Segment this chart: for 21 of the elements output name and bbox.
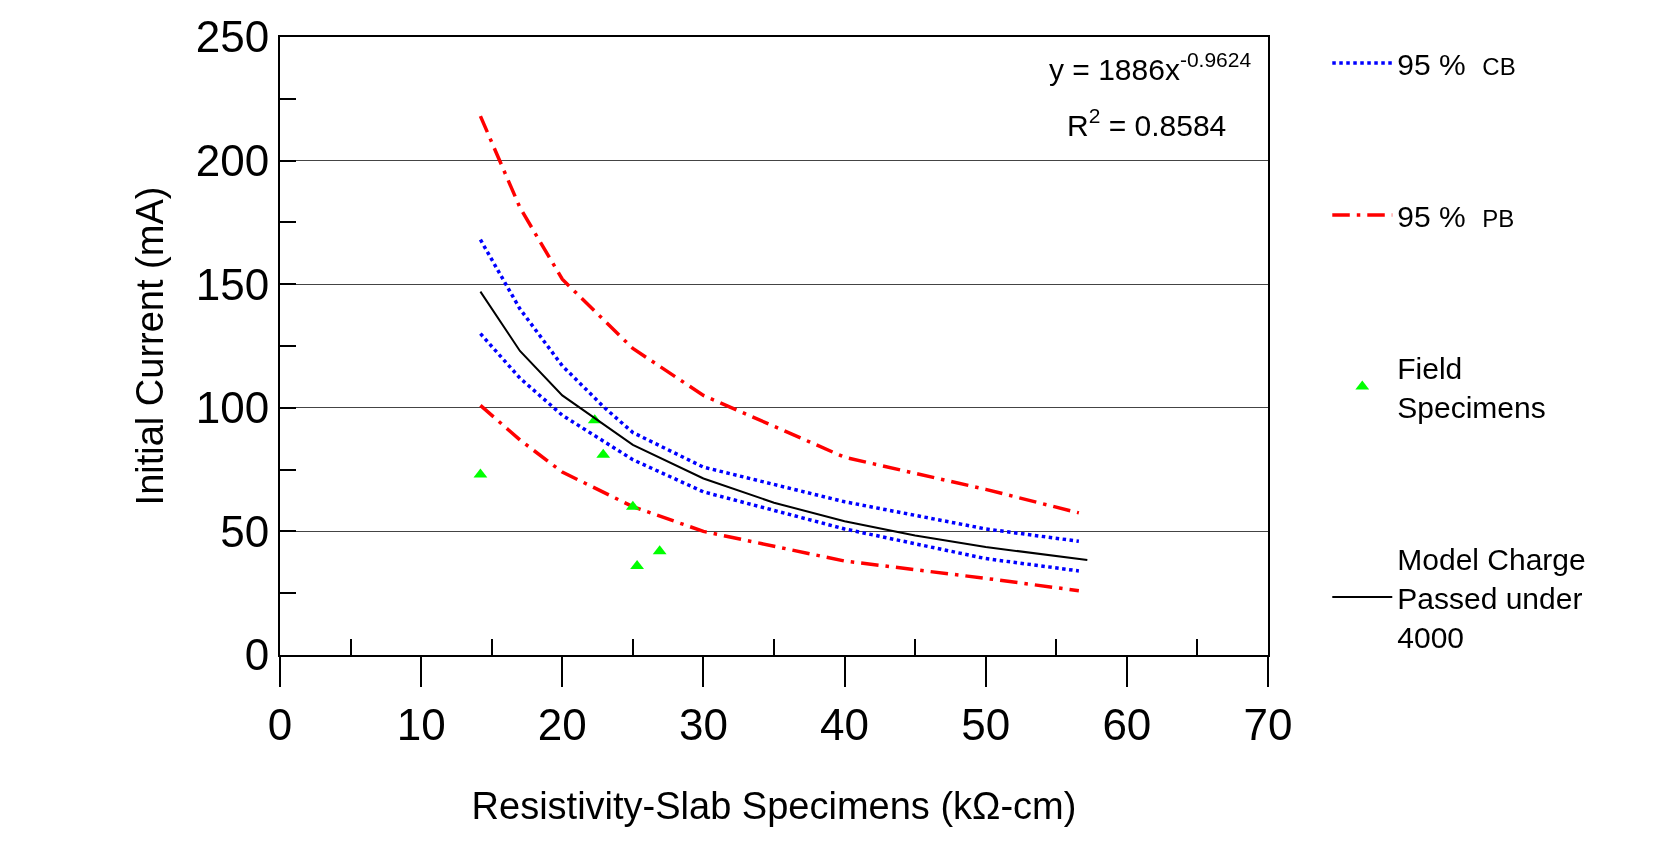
- x-axis-title: Resistivity-Slab Specimens (kΩ-cm): [471, 785, 1077, 828]
- y-tick-label: 100: [195, 383, 270, 433]
- y-tick-label: 0: [244, 630, 270, 680]
- x-tick-label: 60: [1102, 699, 1152, 749]
- y-tick-label: 50: [220, 506, 270, 556]
- annotation: y = 1886x$^{-0.9624}$: [1049, 48, 1252, 86]
- x-tick-label: 30: [678, 699, 728, 749]
- y-axis-title: Initial Current (mA): [129, 186, 172, 506]
- legend-label: Field Specimens: [1397, 351, 1546, 424]
- x-tick-label: 20: [537, 699, 587, 749]
- y-tick-label: 150: [195, 259, 270, 309]
- y-tick-label: 250: [195, 12, 270, 62]
- x-tick-label: 70: [1243, 699, 1293, 749]
- x-tick-label: 50: [961, 699, 1011, 749]
- x-tick-label: 40: [820, 699, 870, 749]
- y-tick-label: 200: [195, 136, 270, 185]
- legend-label: Model Charge Passed under 4000: [1397, 542, 1586, 654]
- legend-label: 95 % PB: [1397, 199, 1515, 233]
- annotation: R$^{2}$ = 0.8584: [1067, 104, 1227, 142]
- x-tick-label: 10: [396, 699, 446, 749]
- legend-label: 95 % CB: [1397, 47, 1516, 81]
